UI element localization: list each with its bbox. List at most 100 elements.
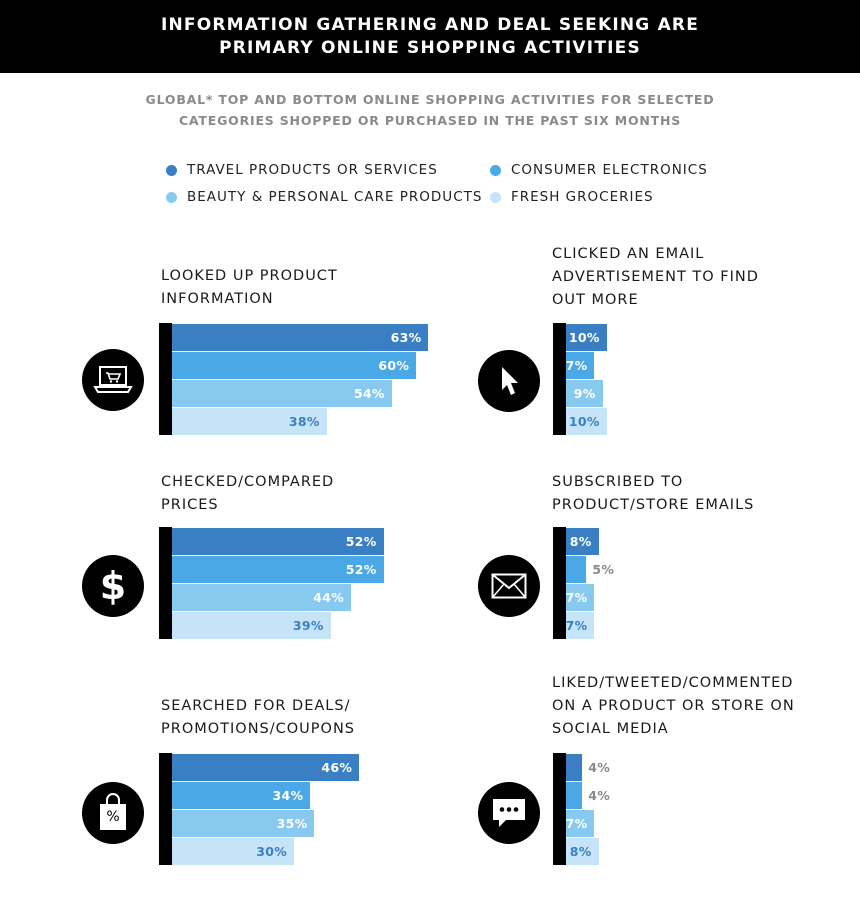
bar-value-label: 44% <box>313 590 345 605</box>
bar-value-label: 34% <box>272 788 304 803</box>
bar-value-label: 4% <box>588 760 611 775</box>
bar-travel: 8% <box>566 528 599 555</box>
bar-groceries: 7% <box>565 612 595 639</box>
legend-label-electronics: CONSUMER ELECTRONICS <box>511 162 708 178</box>
bar-beauty: 54% <box>172 380 392 407</box>
bar-value-label: 63% <box>390 330 422 345</box>
panel-title-line-1: LIKED/TWEETED/COMMENTED <box>552 675 794 691</box>
bar-value-label: 10% <box>568 414 600 429</box>
bar-value-label: 5% <box>592 562 615 577</box>
panel-title: SEARCHED FOR DEALS/PROMOTIONS/COUPONS <box>161 695 355 741</box>
bar-beauty: 44% <box>172 584 352 611</box>
bar-value-label: 7% <box>565 618 588 633</box>
legend-item-travel: TRAVEL PRODUCTS OR SERVICES <box>166 162 438 178</box>
chart-subtitle: GLOBAL* TOP AND BOTTOM ONLINE SHOPPING A… <box>0 89 860 131</box>
bar-value-label: 10% <box>568 330 600 345</box>
panel-title-line-2: PRODUCT/STORE EMAILS <box>552 497 755 513</box>
axis-line <box>553 323 566 435</box>
bar-electronics: 34% <box>172 782 311 809</box>
bar-value-label: 54% <box>353 386 385 401</box>
chart-subtitle-line-2: CATEGORIES SHOPPED OR PURCHASED IN THE P… <box>178 113 682 128</box>
panel-title: LOOKED UP PRODUCT INFORMATION <box>161 265 338 311</box>
bar-value-label: 60% <box>378 358 410 373</box>
bar-electronics: 4% <box>566 782 610 809</box>
shopping-bag-percent-icon: % <box>82 782 144 844</box>
bar-groceries: 8% <box>566 838 599 865</box>
bar-travel: 46% <box>172 754 360 781</box>
panel-title-line-3: OUT MORE <box>552 292 639 308</box>
legend-item-beauty: BEAUTY & PERSONAL CARE PRODUCTS <box>166 189 482 205</box>
bar-beauty: 9% <box>566 380 603 407</box>
legend-swatch-electronics <box>490 164 501 176</box>
laptop-cart-icon <box>82 349 144 411</box>
bar-value-label: 8% <box>569 534 592 549</box>
panel-title-line-1: CHECKED/COMPARED <box>161 474 335 490</box>
bar-groceries: 38% <box>172 408 327 435</box>
cursor-icon <box>478 350 540 412</box>
bar-travel: 63% <box>172 324 429 351</box>
shopping-bag-percent-glyph: % <box>106 809 120 825</box>
legend-label-travel: TRAVEL PRODUCTS OR SERVICES <box>187 162 438 178</box>
bar-value-label: 9% <box>573 386 596 401</box>
bar-beauty: 35% <box>172 810 315 837</box>
legend-swatch-travel <box>166 164 177 176</box>
bar-value-label: 30% <box>256 844 288 859</box>
axis-line <box>159 323 172 435</box>
panel-title-line-2: PRICES <box>161 497 219 513</box>
panel-title-line-2: PROMOTIONS/COUPONS <box>161 721 355 737</box>
dollar-icon-glyph: $ <box>99 564 127 608</box>
chart-title-line-2: PRIMARY ONLINE SHOPPING ACTIVITIES <box>219 38 641 58</box>
bar-value-label: 35% <box>276 816 308 831</box>
bar-beauty: 7% <box>565 810 595 837</box>
bar-electronics: 5% <box>566 556 614 583</box>
dollar-icon: $ <box>82 555 144 617</box>
bar-value-label: 7% <box>565 816 588 831</box>
axis-line <box>553 753 566 865</box>
axis-line <box>159 527 172 639</box>
bar-value-label: 39% <box>292 618 324 633</box>
bar-beauty: 7% <box>565 584 595 611</box>
panel-title-line-1: SUBSCRIBED TO <box>552 474 684 490</box>
axis-line <box>159 753 172 865</box>
panel-title-line-1: LOOKED UP PRODUCT <box>161 268 338 284</box>
bar-value-label: 46% <box>321 760 353 775</box>
bar-groceries: 39% <box>172 612 331 639</box>
bar-electronics: 52% <box>172 556 384 583</box>
panel-title: LIKED/TWEETED/COMMENTED ON A PRODUCT OR S… <box>552 672 795 741</box>
bar-electronics: 60% <box>172 352 417 379</box>
legend-swatch-groceries <box>490 191 501 203</box>
bar-travel: 10% <box>566 324 607 351</box>
bar-value-label: 8% <box>569 844 592 859</box>
panel-title: SUBSCRIBED TO PRODUCT/STORE EMAILS <box>552 471 754 517</box>
envelope-icon <box>478 555 540 617</box>
axis-line <box>553 527 566 639</box>
bar-travel: 4% <box>566 754 610 781</box>
panel-title-line-2: ADVERTISEMENT TO FIND <box>552 269 759 285</box>
legend-label-beauty: BEAUTY & PERSONAL CARE PRODUCTS <box>187 189 483 205</box>
panel-title-line-2: INFORMATION <box>161 291 274 307</box>
bar-value-label: 4% <box>588 788 611 803</box>
legend-label-groceries: FRESH GROCERIES <box>511 189 654 205</box>
panel-title-line-3: SOCIAL MEDIA <box>552 721 669 737</box>
panel-title-line-1: CLICKED AN EMAIL <box>552 246 705 262</box>
chart-title-line-1: INFORMATION GATHERING AND DEAL SEEKING A… <box>160 15 700 35</box>
bar-electronics: 7% <box>565 352 595 379</box>
legend-item-groceries: FRESH GROCERIES <box>490 189 654 205</box>
panel-title-line-2: ON A PRODUCT OR STORE ON <box>552 698 795 714</box>
bar-value-label: 38% <box>288 414 320 429</box>
bar-value-label: 7% <box>565 590 588 605</box>
speech-bubble-icon <box>478 782 540 844</box>
bar-groceries: 10% <box>566 408 607 435</box>
bar-value-label: 52% <box>345 562 377 577</box>
legend-item-electronics: CONSUMER ELECTRONICS <box>490 162 708 178</box>
panel-title: CHECKED/COMPARED PRICES <box>161 471 334 517</box>
panel-title: CLICKED AN EMAIL ADVERTISEMENT TO FIND OUT… <box>552 243 759 312</box>
chart-title-banner: INFORMATION GATHERING AND DEAL SEEKING A… <box>0 0 860 73</box>
chart-subtitle-line-1: GLOBAL* TOP AND BOTTOM ONLINE SHOPPING A… <box>145 92 715 107</box>
bar-travel: 52% <box>172 528 384 555</box>
bar-groceries: 30% <box>172 838 295 865</box>
legend-swatch-beauty <box>166 191 177 203</box>
bar-value-label: 7% <box>565 358 588 373</box>
bar-value-label: 52% <box>345 534 377 549</box>
panel-title-line-1: SEARCHED FOR DEALS/ <box>161 698 351 714</box>
